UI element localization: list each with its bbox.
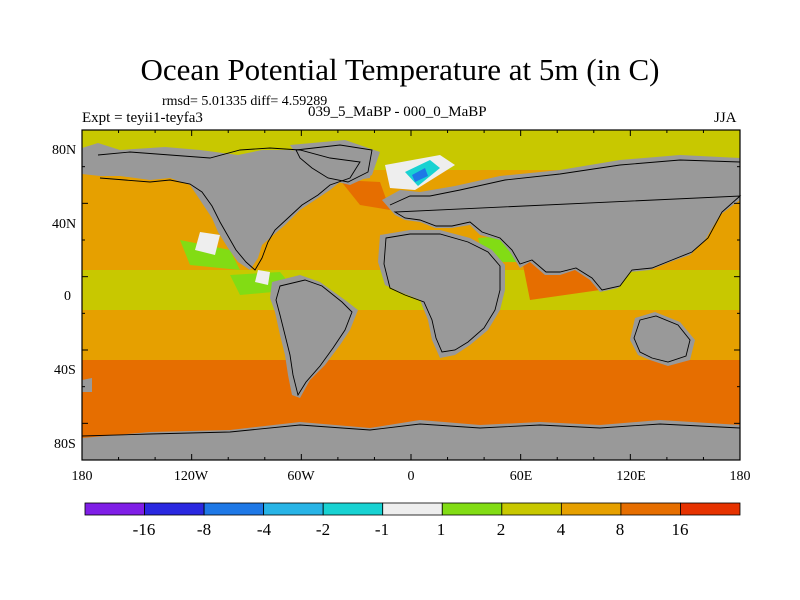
- x-label-0: 0: [408, 469, 415, 484]
- colorbar-swatch: [382, 502, 443, 516]
- colorbar-swatch: [263, 502, 324, 516]
- coastline-africa: [383, 233, 501, 353]
- y-label-80s: 80S: [54, 437, 76, 452]
- colorbar-swatch: [144, 502, 205, 516]
- coastline-antarctica: [81, 423, 741, 437]
- experiment-periods-label: 039_5_MaBP - 000_0_MaBP: [308, 104, 487, 120]
- x-label-120w: 120W: [174, 469, 209, 484]
- colorbar-swatch: [620, 502, 681, 516]
- coastline-australia: [633, 315, 691, 363]
- y-label-eq: 0: [64, 289, 71, 304]
- colorbar-swatch: [441, 502, 503, 516]
- land-greenland: [290, 140, 380, 185]
- colorbar-label: 4: [557, 520, 566, 539]
- x-label-60w: 60W: [287, 469, 315, 484]
- experiment-label: Expt = teyii1-teyfa3: [82, 110, 203, 126]
- land-eurasia: [382, 155, 740, 292]
- page-title: Ocean Potential Temperature at 5m (in C): [140, 52, 660, 87]
- y-label-40n: 40N: [52, 217, 76, 232]
- colorbar-swatch: [680, 502, 741, 516]
- colorbar-label: 16: [672, 520, 689, 539]
- y-label-80n: 80N: [52, 143, 76, 158]
- colorbar-label: 8: [616, 520, 625, 539]
- y-label-40s: 40S: [54, 363, 76, 378]
- map-panel: [81, 129, 742, 461]
- coastline-south-america: [275, 279, 353, 397]
- x-label-60e: 60E: [510, 469, 533, 484]
- colorbar-label: 2: [497, 520, 506, 539]
- colorbar-label: -8: [197, 520, 211, 539]
- ocean-patch-cool-1: [180, 240, 240, 270]
- coastlines: [81, 144, 742, 437]
- colorbar-label: -16: [133, 520, 156, 539]
- coastline-eurasia: [389, 159, 742, 291]
- land-north-america: [82, 143, 372, 270]
- x-label-180w: 180: [72, 469, 93, 484]
- colorbar-swatch: [501, 502, 562, 516]
- x-label-180e: 180: [730, 469, 751, 484]
- ocean-patch-blue: [412, 168, 428, 182]
- colorbar: [84, 502, 741, 516]
- colorbar-label: -4: [257, 520, 272, 539]
- ocean-patch-white-1: [195, 232, 220, 255]
- colorbar-label: -2: [316, 520, 330, 539]
- axis-ticks: [81, 129, 741, 461]
- colorbar-labels: -16 -8 -4 -2 -1 1 2 4 8 16: [133, 520, 689, 539]
- ocean-band-south-mid: [82, 340, 740, 360]
- land-africa: [378, 230, 505, 358]
- coastline-north-america: [97, 147, 361, 271]
- ocean-patch-north-atlantic: [340, 180, 390, 210]
- colorbar-swatch: [322, 502, 384, 516]
- season-label: JJA: [714, 110, 737, 126]
- land-island: [82, 378, 92, 392]
- ocean-patch-white-2: [255, 270, 270, 285]
- coastline-greenland: [295, 144, 373, 183]
- colorbar-label: -1: [375, 520, 389, 539]
- x-label-120e: 120E: [616, 469, 646, 484]
- colorbar-swatch: [203, 502, 265, 516]
- stats-label: rmsd= 5.01335 diff= 4.59289: [162, 94, 328, 109]
- colorbar-swatch: [560, 502, 622, 516]
- colorbar-swatch: [84, 502, 145, 516]
- colorbar-label: 1: [437, 520, 446, 539]
